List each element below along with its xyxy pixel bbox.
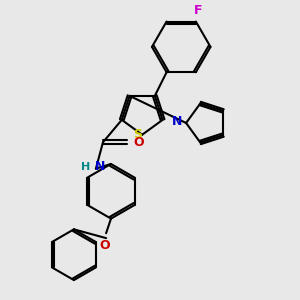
Text: N: N bbox=[172, 115, 182, 128]
Text: S: S bbox=[133, 128, 142, 141]
Text: F: F bbox=[194, 4, 202, 17]
Text: O: O bbox=[133, 136, 144, 149]
Text: H: H bbox=[81, 162, 90, 172]
Text: O: O bbox=[100, 239, 110, 252]
Text: N: N bbox=[95, 160, 105, 173]
